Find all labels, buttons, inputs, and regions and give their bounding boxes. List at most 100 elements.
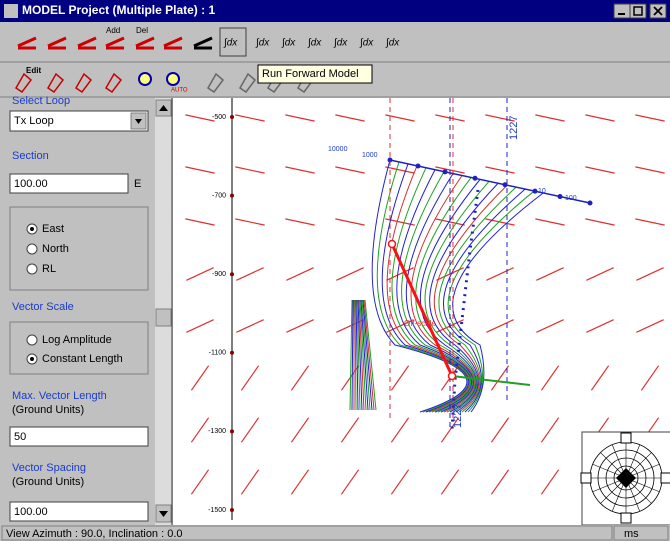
compass-handle[interactable] [620, 432, 632, 444]
toolbar-button[interactable] [382, 28, 408, 56]
profile-curve [363, 299, 375, 411]
profile-curve [364, 299, 377, 411]
field-vector [490, 417, 510, 443]
orientation-group [9, 206, 149, 291]
profile-curve [362, 299, 373, 411]
minimize-glyph [618, 13, 625, 15]
field-vector [236, 267, 264, 281]
field-vector [385, 166, 415, 174]
scroll-thumb[interactable] [155, 308, 172, 327]
plate-handle[interactable] [447, 371, 457, 381]
orientation-widget[interactable] [580, 431, 670, 525]
radio-button[interactable] [26, 263, 38, 275]
scroll-up-arrow [159, 105, 168, 111]
tooltip-text: Run Forward Model [262, 68, 359, 80]
spacing-input[interactable] [9, 501, 149, 522]
compass-handle[interactable] [660, 472, 670, 484]
axis-label: -1500 [208, 507, 226, 514]
toolbar-glyph [47, 72, 65, 94]
axis-label: -900 [212, 271, 226, 278]
profile-curve [355, 299, 359, 411]
toolbar-glyph [15, 72, 33, 94]
toolbar-button[interactable] [330, 28, 356, 56]
app-icon [4, 4, 18, 18]
profile-curve [396, 169, 473, 413]
minimize-button[interactable] [613, 3, 631, 19]
compass [580, 432, 670, 524]
profile-label: 1000 [362, 152, 378, 159]
toolbar-button[interactable] [278, 28, 304, 56]
field-vector [540, 417, 560, 443]
toolbar-glyph: ∫dx [255, 38, 270, 49]
radio-button[interactable] [26, 243, 38, 255]
status-bar [0, 525, 670, 541]
plate-handle[interactable] [387, 239, 397, 249]
field-vector [636, 267, 664, 281]
radio-button[interactable] [26, 334, 38, 346]
toolbar-glyph [207, 72, 225, 94]
field-vector [535, 166, 565, 174]
profile-curve [359, 299, 367, 411]
toolbar-glyph [193, 36, 213, 50]
button-label: Edit [26, 66, 41, 75]
field-vector [190, 365, 210, 391]
toolbar-glyph: ∫dx [359, 38, 374, 49]
radio-label: North [42, 243, 69, 255]
toolbar-glyph [163, 36, 183, 50]
profile-curve [360, 299, 369, 411]
field-vector [336, 267, 364, 281]
axis-label: -500 [212, 114, 226, 121]
maximize-button[interactable] [629, 3, 647, 19]
field-vector [335, 114, 365, 122]
compass-handle[interactable] [620, 512, 632, 524]
section-input[interactable] [9, 173, 129, 194]
profile-curve [429, 183, 499, 413]
toolbar-glyph: ∫dx [333, 38, 348, 49]
loop-dropdown[interactable] [9, 110, 149, 132]
side-panel [0, 98, 172, 525]
field-vector [285, 218, 315, 226]
field-vector [535, 218, 565, 226]
spacing-units: (Ground Units) [12, 476, 84, 488]
toolbar-button[interactable] [356, 28, 382, 56]
field-vector [390, 417, 410, 443]
line-label: 1227 [508, 116, 520, 140]
profile-curve [356, 299, 361, 411]
loop-label: Select Loop [12, 95, 70, 107]
field-vector [635, 166, 665, 174]
radio-label: Constant Length [42, 353, 123, 365]
toolbar-glyph [138, 72, 152, 86]
plot-area: -500 -700 -900 -1100 -1300 -1500 10000 1000 1… [173, 98, 670, 525]
toolbar-button[interactable] [252, 28, 278, 56]
compass-handle[interactable] [580, 472, 592, 484]
toolbar-glyph [135, 36, 155, 50]
toolbar-glyph [47, 36, 67, 50]
profile-curve [447, 190, 535, 413]
toolbar-glyph: ∫dx [385, 38, 400, 49]
field-vector [190, 417, 210, 443]
section-value: 100.00 [14, 178, 48, 190]
field-vector [585, 218, 615, 226]
field-vector [536, 267, 564, 281]
toolbar-glyph [105, 72, 123, 94]
field-vector [490, 365, 510, 391]
field-vector [235, 166, 265, 174]
field-vector [235, 218, 265, 226]
profile-curve [351, 299, 354, 411]
field-vector [485, 166, 515, 174]
toolbar-button[interactable] [219, 27, 247, 57]
toolbar-button[interactable] [304, 28, 330, 56]
maximize-glyph [633, 6, 643, 16]
status-text: View Azimuth : 90.0, Inclination : 0.0 [6, 528, 183, 540]
toolbar-glyph [75, 72, 93, 94]
field-vector [290, 469, 310, 495]
profile-curve [405, 173, 474, 413]
axis-tick [230, 115, 234, 119]
field-vector [290, 417, 310, 443]
orientation-radios: East North RL [26, 223, 69, 275]
dropdown-arrow [135, 119, 142, 124]
max-length-input[interactable] [9, 426, 149, 447]
toolbar-glyph [105, 36, 125, 50]
radio-dot [30, 227, 34, 231]
profile-curve [424, 181, 490, 413]
